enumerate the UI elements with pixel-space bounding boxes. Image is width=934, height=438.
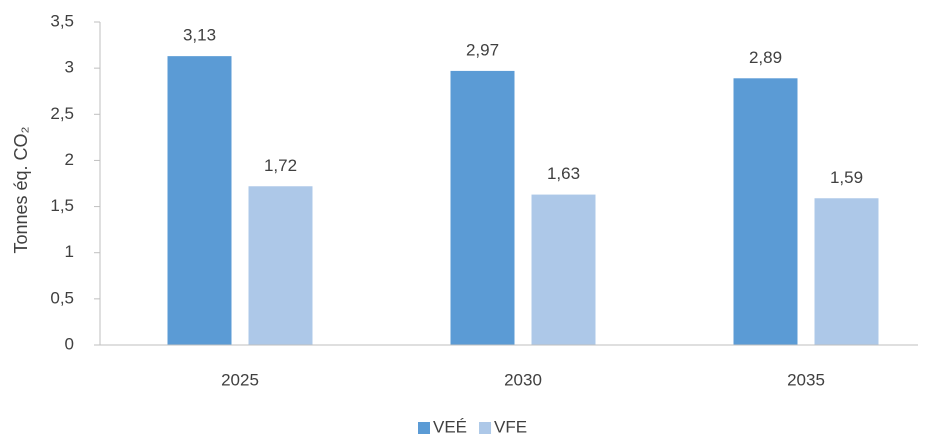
y-tick-label: 1 bbox=[65, 242, 74, 261]
bar bbox=[248, 186, 313, 345]
bar bbox=[733, 78, 798, 346]
value-label: 2,89 bbox=[749, 48, 782, 67]
value-label: 1,63 bbox=[547, 164, 580, 183]
x-tick-label: 2025 bbox=[221, 370, 259, 389]
x-tick-label: 2030 bbox=[504, 370, 542, 389]
y-axis-label: Tonnes éq. CO₂ bbox=[11, 126, 31, 253]
y-tick-label: 3 bbox=[65, 58, 74, 77]
value-label: 2,97 bbox=[466, 40, 499, 59]
legend-swatch bbox=[418, 422, 430, 434]
value-label: 1,72 bbox=[264, 156, 297, 175]
legend-label: VEÉ bbox=[433, 417, 467, 436]
y-tick-label: 3,5 bbox=[50, 11, 74, 30]
bar bbox=[450, 70, 515, 345]
legend-label: VFE bbox=[494, 417, 527, 436]
x-tick-label: 2035 bbox=[787, 370, 825, 389]
bar bbox=[531, 194, 596, 345]
y-tick-label: 2 bbox=[65, 150, 74, 169]
y-tick-label: 2,5 bbox=[50, 104, 74, 123]
legend-swatch bbox=[479, 422, 492, 434]
y-tick-label: 1,5 bbox=[50, 196, 74, 215]
bar bbox=[814, 198, 879, 345]
y-tick-label: 0 bbox=[65, 334, 74, 353]
value-label: 3,13 bbox=[183, 26, 216, 45]
bar bbox=[167, 56, 232, 345]
y-tick-label: 0,5 bbox=[50, 288, 74, 307]
value-label: 1,59 bbox=[830, 168, 863, 187]
